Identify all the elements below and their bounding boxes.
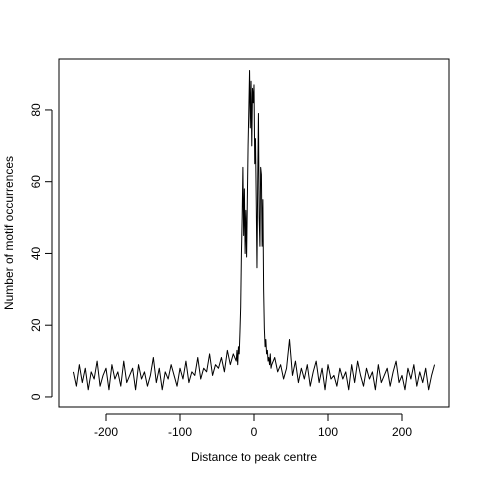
- y-tick-label: 60: [29, 175, 43, 189]
- x-tick-label: -100: [168, 425, 192, 439]
- x-tick-label: -200: [94, 425, 118, 439]
- plot-box: [58, 58, 450, 408]
- x-tick-label: 0: [251, 425, 258, 439]
- y-tick-label: 80: [29, 103, 43, 117]
- x-tick-label: 100: [318, 425, 338, 439]
- y-tick-label: 0: [29, 393, 43, 400]
- x-tick-label: 200: [392, 425, 412, 439]
- data-line: [72, 69, 436, 391]
- y-axis-label: Number of motif occurrences: [2, 156, 16, 310]
- y-tick-label: 40: [29, 246, 43, 260]
- y-tick-label: 20: [29, 318, 43, 332]
- x-axis-label: Distance to peak centre: [191, 450, 317, 464]
